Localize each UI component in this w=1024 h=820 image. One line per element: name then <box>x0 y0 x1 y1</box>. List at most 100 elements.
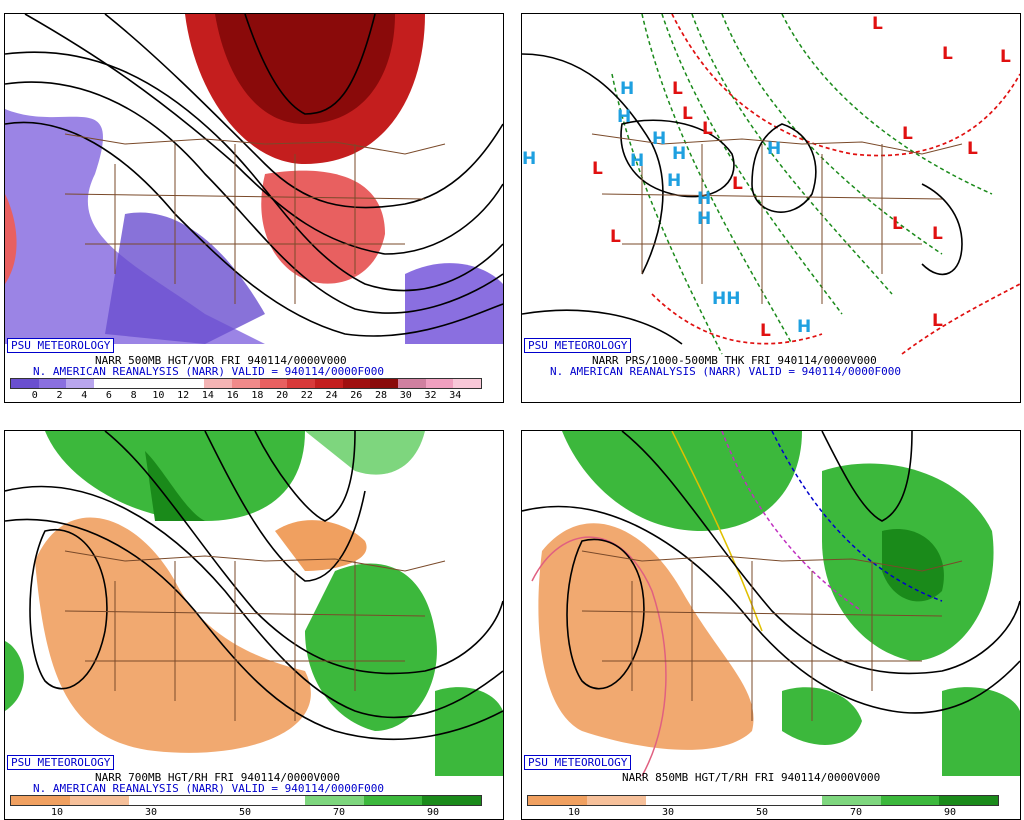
svg-text:H: H <box>697 189 711 209</box>
panel-title: NARR PRS/1000-500MB THK FRI 940114/0000V… <box>592 354 877 367</box>
svg-text:H: H <box>617 107 631 127</box>
svg-text:H: H <box>620 79 634 99</box>
panel-500mb: PSU METEOROLOGY NARR 500MB HGT/VOR FRI 9… <box>4 13 504 403</box>
panel-subtitle: N. AMERICAN REANALYSIS (NARR) VALID = 94… <box>550 365 901 378</box>
svg-text:L: L <box>672 79 683 99</box>
colorbar-tick-label: 50 <box>755 807 769 818</box>
colorbar-tick-label: 20 <box>276 390 289 401</box>
colorbar-swatch <box>93 379 122 388</box>
colorbar-swatch <box>453 379 481 388</box>
svg-text:L: L <box>682 104 693 124</box>
colorbar-tick-label: 30 <box>399 390 412 401</box>
colorbar <box>10 378 482 389</box>
colorbar-tick-label: 30 <box>144 807 158 818</box>
svg-text:L: L <box>942 44 953 64</box>
colorbar-ticks: 10 30 50 70 90 <box>10 807 480 819</box>
svg-text:L: L <box>872 14 883 34</box>
colorbar-tick-label: 34 <box>449 390 462 401</box>
colorbar-tick-label: 2 <box>56 390 63 401</box>
colorbar-tick-label: 4 <box>81 390 88 401</box>
colorbar-swatch <box>763 796 822 805</box>
svg-text:L: L <box>610 227 621 247</box>
svg-text:L: L <box>932 311 943 331</box>
colorbar-tick-label: 90 <box>943 807 957 818</box>
panel-700mb: PSU METEOROLOGY NARR 700MB HGT/RH FRI 94… <box>4 430 504 820</box>
map-500mb <box>5 14 503 359</box>
svg-text:L: L <box>932 224 943 244</box>
colorbar-ticks: 10 30 50 70 90 <box>527 807 997 819</box>
colorbar-tick-label: 10 <box>50 807 64 818</box>
colorbar-tick-label: 22 <box>300 390 313 401</box>
svg-text:H: H <box>667 171 681 191</box>
colorbar-swatch <box>880 796 940 805</box>
svg-text:L: L <box>760 321 771 341</box>
colorbar-swatch <box>939 796 998 805</box>
panel-title: NARR 850MB HGT/T/RH FRI 940114/0000V000 <box>622 771 881 784</box>
colorbar-swatch <box>11 796 70 805</box>
colorbar-tick-label: 26 <box>350 390 363 401</box>
svg-text:L: L <box>592 159 603 179</box>
colorbar-swatch <box>149 379 177 388</box>
colorbar-tick-label: 70 <box>849 807 863 818</box>
svg-text:H: H <box>522 149 536 169</box>
colorbar-tick-label: 28 <box>375 390 388 401</box>
panel-subtitle: N. AMERICAN REANALYSIS (NARR) VALID = 94… <box>33 365 384 378</box>
svg-text:H: H <box>672 144 686 164</box>
panel-title: NARR 500MB HGT/VOR FRI 940114/0000V000 <box>95 354 347 367</box>
colorbar-swatch <box>370 379 398 388</box>
colorbar-tick-label: 32 <box>424 390 437 401</box>
panel-title: NARR 700MB HGT/RH FRI 940114/0000V000 <box>95 771 341 784</box>
colorbar-swatch <box>645 796 705 805</box>
colorbar-swatch <box>315 379 343 388</box>
colorbar-swatch <box>342 379 371 388</box>
colorbar-swatch <box>363 796 423 805</box>
colorbar-tick-label: 30 <box>661 807 675 818</box>
colorbar <box>527 795 999 806</box>
svg-text:H: H <box>697 209 711 229</box>
colorbar-swatch <box>422 796 481 805</box>
panel-subtitle: N. AMERICAN REANALYSIS (NARR) VALID = 94… <box>33 782 384 795</box>
colorbar-tick-label: 6 <box>105 390 112 401</box>
branding-label: PSU METEOROLOGY <box>524 755 632 770</box>
colorbar-swatch <box>11 379 39 388</box>
colorbar-swatch <box>232 379 260 388</box>
colorbar-swatch <box>187 796 246 805</box>
svg-text:H: H <box>797 317 811 337</box>
colorbar-swatch <box>128 796 188 805</box>
map-700mb <box>5 431 503 776</box>
svg-text:L: L <box>902 124 913 144</box>
colorbar-tick-label: 10 <box>567 807 581 818</box>
colorbar-swatch <box>176 379 205 388</box>
colorbar-swatch <box>704 796 763 805</box>
colorbar-swatch <box>246 796 305 805</box>
colorbar-tick-label: 50 <box>238 807 252 818</box>
colorbar-tick-label: 70 <box>332 807 346 818</box>
branding-label: PSU METEOROLOGY <box>7 755 115 770</box>
colorbar-swatch <box>66 379 94 388</box>
colorbar-swatch <box>121 379 150 388</box>
svg-text:H: H <box>767 139 781 159</box>
colorbar-swatch <box>69 796 129 805</box>
colorbar-tick-label: 0 <box>31 390 38 401</box>
svg-text:L: L <box>892 214 903 234</box>
colorbar-swatch <box>287 379 316 388</box>
colorbar-tick-label: 18 <box>251 390 264 401</box>
colorbar-swatch <box>821 796 881 805</box>
colorbar-swatch <box>528 796 587 805</box>
branding-label: PSU METEOROLOGY <box>7 338 115 353</box>
svg-text:L: L <box>732 174 743 194</box>
colorbar-tick-label: 12 <box>177 390 190 401</box>
colorbar-swatch <box>38 379 67 388</box>
branding-label: PSU METEOROLOGY <box>524 338 632 353</box>
colorbar-swatch <box>586 796 646 805</box>
svg-text:L: L <box>702 119 713 139</box>
colorbar-swatch <box>425 379 454 388</box>
colorbar <box>10 795 482 806</box>
svg-text:H: H <box>652 129 666 149</box>
colorbar-swatch <box>204 379 233 388</box>
svg-text:L: L <box>1000 47 1011 67</box>
svg-text:L: L <box>967 139 978 159</box>
svg-text:H: H <box>630 151 644 171</box>
colorbar-swatch <box>397 379 426 388</box>
